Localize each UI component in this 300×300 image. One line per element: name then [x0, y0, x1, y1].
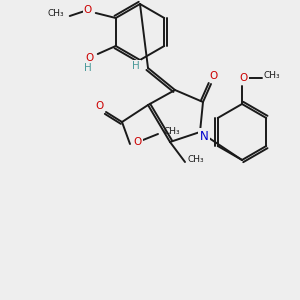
- Text: O: O: [134, 137, 142, 147]
- Text: O: O: [96, 101, 104, 111]
- Text: CH₃: CH₃: [264, 71, 280, 80]
- Text: O: O: [84, 5, 92, 15]
- Text: H: H: [132, 61, 140, 71]
- Text: H: H: [84, 63, 92, 73]
- Text: O: O: [240, 73, 248, 83]
- Text: O: O: [85, 53, 94, 63]
- Text: CH₃: CH₃: [188, 155, 205, 164]
- Text: CH₃: CH₃: [47, 10, 64, 19]
- Text: N: N: [200, 130, 208, 142]
- Text: CH₃: CH₃: [163, 128, 180, 136]
- Text: O: O: [209, 71, 217, 81]
